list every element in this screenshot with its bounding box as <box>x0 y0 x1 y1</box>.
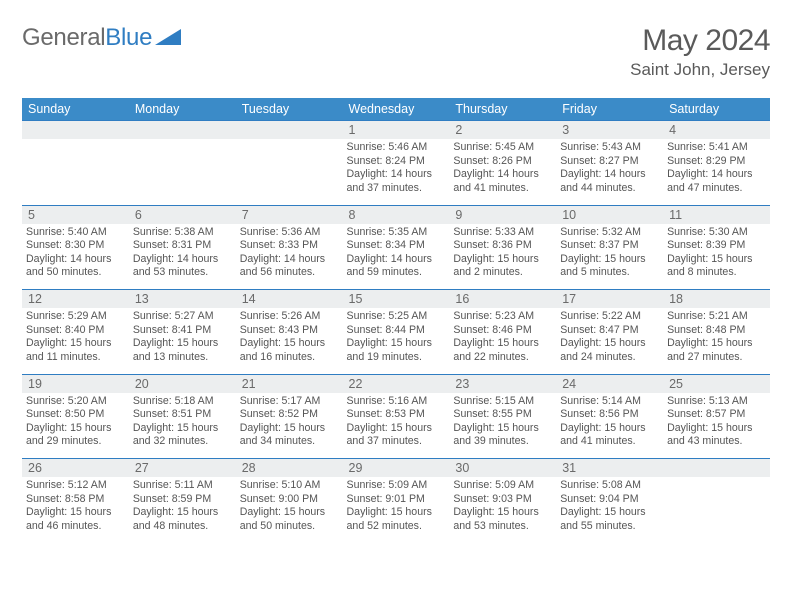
day-cell <box>129 139 236 205</box>
day-cell: Sunrise: 5:40 AMSunset: 8:30 PMDaylight:… <box>22 224 129 290</box>
day-cell: Sunrise: 5:22 AMSunset: 8:47 PMDaylight:… <box>556 308 663 374</box>
day-number: 25 <box>663 374 770 393</box>
day-number: 31 <box>556 459 663 478</box>
weekday-header: Monday <box>129 98 236 121</box>
day-cell: Sunrise: 5:26 AMSunset: 8:43 PMDaylight:… <box>236 308 343 374</box>
day-number <box>663 459 770 478</box>
day-cell: Sunrise: 5:41 AMSunset: 8:29 PMDaylight:… <box>663 139 770 205</box>
day-cell: Sunrise: 5:17 AMSunset: 8:52 PMDaylight:… <box>236 393 343 459</box>
page-title: May 2024 <box>630 24 770 58</box>
day-cell: Sunrise: 5:16 AMSunset: 8:53 PMDaylight:… <box>343 393 450 459</box>
day-number: 4 <box>663 121 770 140</box>
day-number: 6 <box>129 205 236 224</box>
day-cell: Sunrise: 5:45 AMSunset: 8:26 PMDaylight:… <box>449 139 556 205</box>
day-cell: Sunrise: 5:33 AMSunset: 8:36 PMDaylight:… <box>449 224 556 290</box>
brand-part2: Blue <box>105 24 152 52</box>
weekday-header: Tuesday <box>236 98 343 121</box>
day-number: 16 <box>449 290 556 309</box>
day-cell <box>22 139 129 205</box>
daynum-row: 12131415161718 <box>22 290 770 309</box>
day-cell: Sunrise: 5:25 AMSunset: 8:44 PMDaylight:… <box>343 308 450 374</box>
day-cell: Sunrise: 5:23 AMSunset: 8:46 PMDaylight:… <box>449 308 556 374</box>
calendar-body: 1234Sunrise: 5:46 AMSunset: 8:24 PMDayli… <box>22 121 770 544</box>
day-cell: Sunrise: 5:15 AMSunset: 8:55 PMDaylight:… <box>449 393 556 459</box>
day-cell: Sunrise: 5:09 AMSunset: 9:01 PMDaylight:… <box>343 477 450 543</box>
info-row: Sunrise: 5:29 AMSunset: 8:40 PMDaylight:… <box>22 308 770 374</box>
day-number: 1 <box>343 121 450 140</box>
day-cell: Sunrise: 5:29 AMSunset: 8:40 PMDaylight:… <box>22 308 129 374</box>
day-number: 14 <box>236 290 343 309</box>
day-cell: Sunrise: 5:14 AMSunset: 8:56 PMDaylight:… <box>556 393 663 459</box>
day-cell: Sunrise: 5:20 AMSunset: 8:50 PMDaylight:… <box>22 393 129 459</box>
day-cell: Sunrise: 5:27 AMSunset: 8:41 PMDaylight:… <box>129 308 236 374</box>
day-number: 27 <box>129 459 236 478</box>
day-cell: Sunrise: 5:35 AMSunset: 8:34 PMDaylight:… <box>343 224 450 290</box>
daynum-row: 262728293031 <box>22 459 770 478</box>
day-cell: Sunrise: 5:43 AMSunset: 8:27 PMDaylight:… <box>556 139 663 205</box>
day-number: 8 <box>343 205 450 224</box>
daynum-row: 19202122232425 <box>22 374 770 393</box>
day-number: 23 <box>449 374 556 393</box>
weekday-header-row: SundayMondayTuesdayWednesdayThursdayFrid… <box>22 98 770 121</box>
day-number: 19 <box>22 374 129 393</box>
info-row: Sunrise: 5:12 AMSunset: 8:58 PMDaylight:… <box>22 477 770 543</box>
day-number: 7 <box>236 205 343 224</box>
day-number: 12 <box>22 290 129 309</box>
info-row: Sunrise: 5:46 AMSunset: 8:24 PMDaylight:… <box>22 139 770 205</box>
day-number: 18 <box>663 290 770 309</box>
day-cell: Sunrise: 5:32 AMSunset: 8:37 PMDaylight:… <box>556 224 663 290</box>
day-number: 24 <box>556 374 663 393</box>
day-cell: Sunrise: 5:10 AMSunset: 9:00 PMDaylight:… <box>236 477 343 543</box>
day-number <box>129 121 236 140</box>
daynum-row: 567891011 <box>22 205 770 224</box>
info-row: Sunrise: 5:40 AMSunset: 8:30 PMDaylight:… <box>22 224 770 290</box>
header: GeneralBlue May 2024 Saint John, Jersey <box>22 24 770 80</box>
day-number: 20 <box>129 374 236 393</box>
day-number: 10 <box>556 205 663 224</box>
day-cell: Sunrise: 5:08 AMSunset: 9:04 PMDaylight:… <box>556 477 663 543</box>
calendar-table: SundayMondayTuesdayWednesdayThursdayFrid… <box>22 98 770 543</box>
brand-logo: GeneralBlue <box>22 24 181 52</box>
day-number <box>236 121 343 140</box>
weekday-header: Saturday <box>663 98 770 121</box>
day-number: 26 <box>22 459 129 478</box>
day-cell: Sunrise: 5:21 AMSunset: 8:48 PMDaylight:… <box>663 308 770 374</box>
day-cell: Sunrise: 5:46 AMSunset: 8:24 PMDaylight:… <box>343 139 450 205</box>
title-block: May 2024 Saint John, Jersey <box>630 24 770 80</box>
info-row: Sunrise: 5:20 AMSunset: 8:50 PMDaylight:… <box>22 393 770 459</box>
brand-triangle-icon <box>155 24 181 52</box>
day-cell: Sunrise: 5:11 AMSunset: 8:59 PMDaylight:… <box>129 477 236 543</box>
day-number: 15 <box>343 290 450 309</box>
location-label: Saint John, Jersey <box>630 60 770 80</box>
day-number: 21 <box>236 374 343 393</box>
day-number: 28 <box>236 459 343 478</box>
day-number: 11 <box>663 205 770 224</box>
day-number: 17 <box>556 290 663 309</box>
day-number: 9 <box>449 205 556 224</box>
day-cell: Sunrise: 5:12 AMSunset: 8:58 PMDaylight:… <box>22 477 129 543</box>
weekday-header: Sunday <box>22 98 129 121</box>
weekday-header: Friday <box>556 98 663 121</box>
weekday-header: Thursday <box>449 98 556 121</box>
day-number: 29 <box>343 459 450 478</box>
day-cell: Sunrise: 5:13 AMSunset: 8:57 PMDaylight:… <box>663 393 770 459</box>
day-number <box>22 121 129 140</box>
day-cell: Sunrise: 5:18 AMSunset: 8:51 PMDaylight:… <box>129 393 236 459</box>
day-cell <box>236 139 343 205</box>
day-cell: Sunrise: 5:38 AMSunset: 8:31 PMDaylight:… <box>129 224 236 290</box>
day-number: 2 <box>449 121 556 140</box>
day-number: 30 <box>449 459 556 478</box>
daynum-row: 1234 <box>22 121 770 140</box>
day-cell: Sunrise: 5:09 AMSunset: 9:03 PMDaylight:… <box>449 477 556 543</box>
weekday-header: Wednesday <box>343 98 450 121</box>
brand-part1: General <box>22 24 105 52</box>
day-cell: Sunrise: 5:36 AMSunset: 8:33 PMDaylight:… <box>236 224 343 290</box>
day-number: 13 <box>129 290 236 309</box>
day-number: 3 <box>556 121 663 140</box>
day-cell <box>663 477 770 543</box>
day-cell: Sunrise: 5:30 AMSunset: 8:39 PMDaylight:… <box>663 224 770 290</box>
day-number: 22 <box>343 374 450 393</box>
day-number: 5 <box>22 205 129 224</box>
